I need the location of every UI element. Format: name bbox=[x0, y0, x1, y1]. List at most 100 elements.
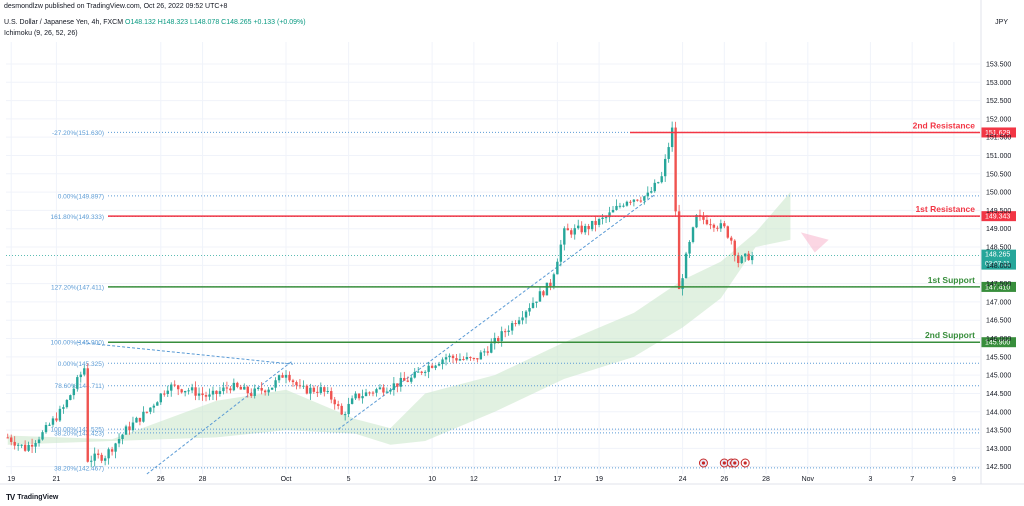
candle bbox=[580, 225, 583, 233]
candle bbox=[517, 320, 521, 324]
candle bbox=[650, 191, 653, 193]
candle bbox=[156, 402, 159, 406]
tradingview-logo[interactable]: TV TradingView bbox=[6, 493, 58, 502]
fib-label: 38.20%(142.467) bbox=[54, 465, 104, 472]
candle bbox=[364, 392, 368, 397]
y-tick-label: 143.500 bbox=[986, 428, 1011, 435]
x-tick-label: 21 bbox=[53, 476, 61, 483]
candle bbox=[684, 253, 688, 279]
candle bbox=[270, 387, 274, 390]
candle bbox=[458, 359, 462, 361]
candle bbox=[65, 399, 69, 408]
candle bbox=[6, 437, 9, 439]
candle bbox=[10, 437, 13, 442]
candle bbox=[298, 385, 302, 387]
fib-label: 78.60%(144.711) bbox=[55, 383, 104, 390]
candle bbox=[69, 395, 72, 400]
candle bbox=[236, 382, 239, 387]
x-axis[interactable]: 19 21 26 28 Oct 5 10 12 17 19 24 26 28 Nov 3 7 9 bbox=[0, 476, 1024, 485]
candle bbox=[222, 387, 225, 392]
candle bbox=[375, 389, 378, 393]
candle bbox=[392, 383, 396, 390]
level-tag bbox=[981, 127, 1016, 138]
candle bbox=[615, 205, 618, 210]
candle bbox=[229, 388, 232, 391]
candle bbox=[246, 386, 249, 394]
candle bbox=[542, 291, 545, 296]
candle bbox=[441, 359, 444, 365]
candle bbox=[323, 387, 326, 392]
candle bbox=[350, 398, 354, 404]
candle bbox=[545, 282, 549, 296]
candle bbox=[510, 323, 514, 331]
candle bbox=[448, 355, 451, 358]
candle bbox=[333, 399, 336, 405]
symbol-name[interactable]: U.S. Dollar / Japanese Yen, 4h, FXCM bbox=[4, 19, 124, 26]
candle bbox=[590, 220, 594, 230]
candle bbox=[629, 201, 632, 203]
candle bbox=[135, 417, 138, 423]
candle bbox=[577, 225, 580, 229]
candle bbox=[417, 371, 420, 373]
candle bbox=[166, 390, 169, 394]
candle bbox=[726, 226, 730, 238]
candle bbox=[62, 407, 65, 409]
ohlc-values: O148.132 H148.323 L148.078 C148.265 +0.1… bbox=[125, 19, 306, 26]
candle bbox=[705, 219, 709, 225]
candle bbox=[48, 424, 51, 426]
candle bbox=[284, 374, 288, 378]
fib-trendline bbox=[146, 360, 294, 475]
candle bbox=[180, 389, 183, 393]
candle bbox=[601, 217, 604, 220]
candle bbox=[83, 368, 86, 375]
candle bbox=[100, 454, 103, 461]
candle bbox=[72, 388, 76, 396]
candle bbox=[128, 426, 131, 431]
candle bbox=[396, 383, 399, 387]
candle bbox=[573, 228, 576, 235]
candle bbox=[625, 201, 629, 206]
candle bbox=[354, 393, 357, 399]
candle bbox=[361, 396, 364, 399]
fib-label: 161.80%(149.333) bbox=[51, 214, 105, 221]
candle bbox=[76, 377, 79, 389]
x-tick-label: 12 bbox=[470, 476, 478, 483]
tradingview-logo-text: TradingView bbox=[17, 494, 59, 501]
candle bbox=[653, 182, 656, 192]
y-tick-label: 144.000 bbox=[986, 409, 1011, 416]
y-tick-label: 145.500 bbox=[986, 354, 1011, 361]
x-tick-label: 19 bbox=[595, 476, 603, 483]
level-tag-value: 145.900 bbox=[985, 340, 1010, 347]
fib-label: 100.00%(143.525) bbox=[51, 427, 105, 434]
candle bbox=[27, 444, 30, 451]
candle bbox=[319, 387, 323, 393]
indicator-label[interactable]: Ichimoku (9, 26, 52, 26) bbox=[4, 30, 78, 37]
candle bbox=[583, 225, 587, 233]
event-markers[interactable] bbox=[698, 458, 750, 468]
level-label: 2nd Resistance bbox=[913, 120, 976, 130]
candle bbox=[549, 282, 552, 287]
candle bbox=[723, 223, 726, 227]
candle bbox=[211, 390, 215, 395]
candle bbox=[469, 357, 472, 359]
x-tick-label: 26 bbox=[720, 476, 728, 483]
candle bbox=[444, 357, 448, 360]
candle bbox=[117, 439, 121, 444]
candle bbox=[524, 311, 528, 318]
candle bbox=[413, 371, 416, 378]
candle bbox=[563, 228, 566, 245]
candle bbox=[406, 380, 409, 382]
candle bbox=[399, 377, 403, 387]
candle bbox=[608, 212, 611, 218]
candle bbox=[636, 199, 639, 201]
x-tick-label: 28 bbox=[762, 476, 770, 483]
candle bbox=[670, 127, 674, 148]
y-axis[interactable]: 148.265 03:07:11 151.629 149.343 147.410 145.… bbox=[980, 0, 1016, 484]
y-tick-label: 147.500 bbox=[986, 281, 1011, 288]
candle bbox=[691, 227, 695, 242]
candle bbox=[507, 330, 510, 333]
candle bbox=[719, 223, 723, 229]
candle bbox=[674, 127, 677, 212]
level-label: 1st Resistance bbox=[915, 204, 975, 214]
